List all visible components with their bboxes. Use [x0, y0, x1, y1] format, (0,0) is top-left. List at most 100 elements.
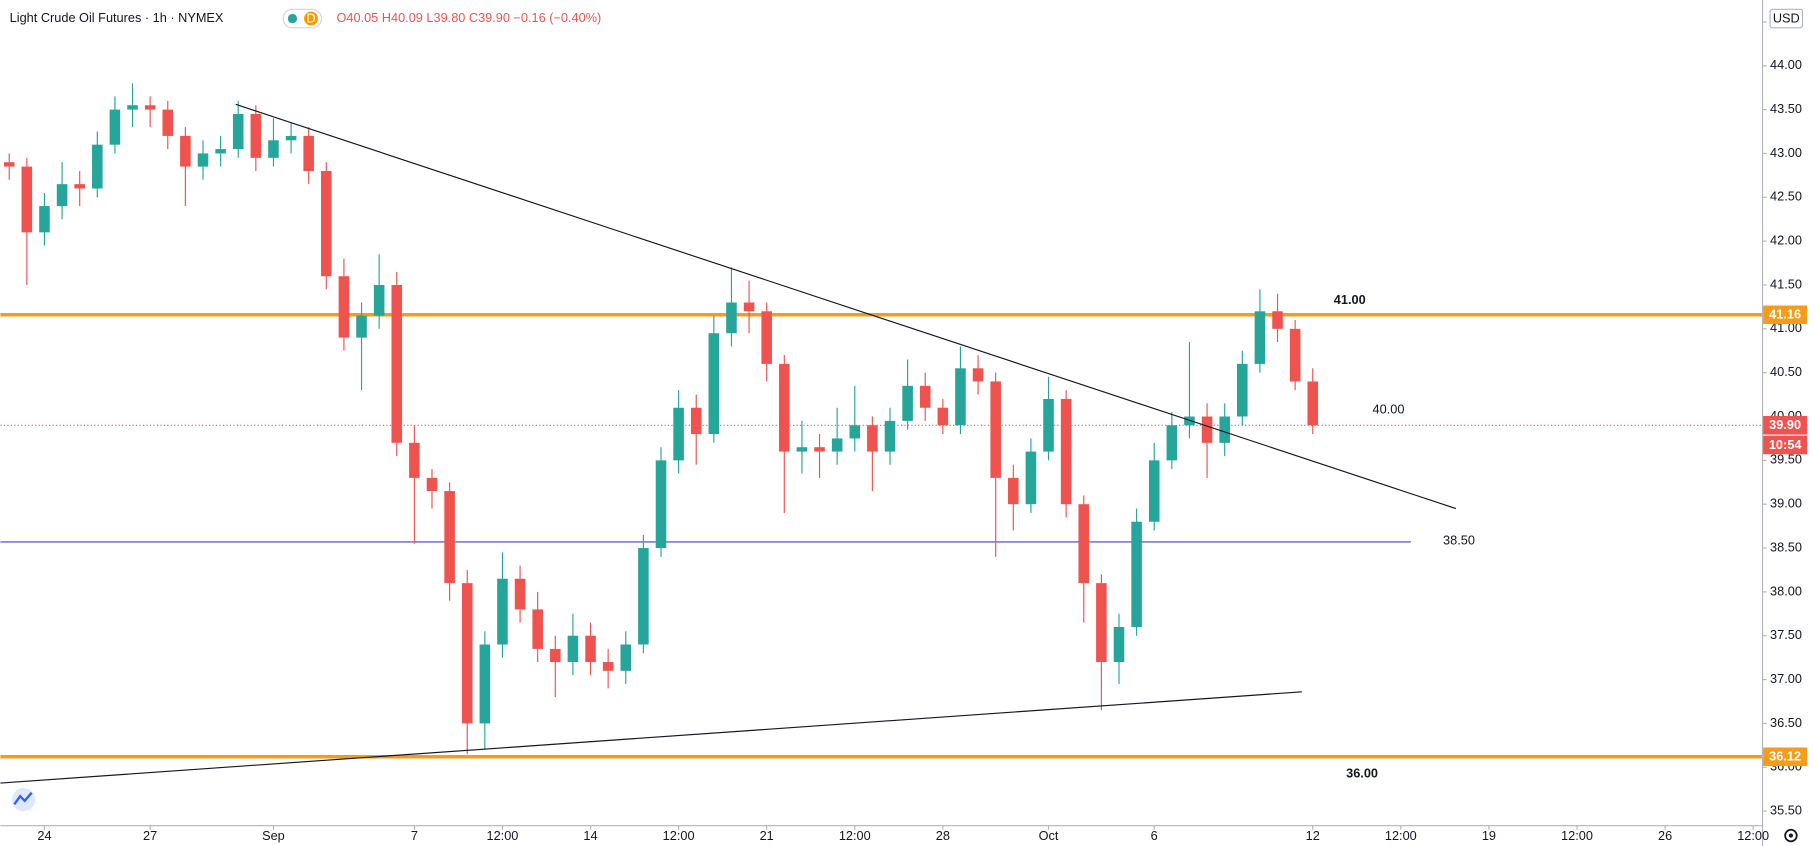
- candle-body: [761, 311, 772, 364]
- candle-body: [726, 302, 737, 334]
- price-tag: [1763, 305, 1808, 325]
- candle-body: [585, 635, 596, 663]
- annotation: 36.00: [1346, 766, 1378, 781]
- candle-body: [21, 166, 33, 233]
- candle-body: [990, 381, 1001, 478]
- price-tag-label: 39.90: [1769, 417, 1801, 432]
- candle-body: [461, 583, 473, 724]
- trendline: [0, 691, 1302, 784]
- y-tick-label: 35.50: [1770, 802, 1802, 817]
- candle-body: [884, 420, 896, 452]
- y-tick-label: 39.00: [1770, 496, 1802, 511]
- candle-body: [743, 302, 755, 312]
- candle-body: [56, 184, 68, 207]
- y-tick-label: 43.50: [1770, 101, 1802, 116]
- currency-box: [1769, 8, 1804, 29]
- candle-body: [479, 644, 491, 724]
- candle-body: [902, 385, 913, 421]
- candle-body: [232, 113, 244, 150]
- annotation: 41.00: [1334, 292, 1366, 307]
- candle-body: [109, 109, 121, 145]
- candle-body: [532, 609, 543, 649]
- candle-body: [1201, 416, 1213, 443]
- x-tick-label: 26: [1658, 828, 1672, 843]
- candle-body: [708, 333, 720, 435]
- candle-body: [127, 105, 138, 110]
- settings-icon[interactable]: [1784, 828, 1798, 843]
- candle-body: [937, 407, 949, 426]
- candle-body: [1025, 451, 1037, 505]
- candle-body: [268, 140, 279, 158]
- x-tick-label: 19: [1482, 828, 1496, 843]
- y-tick-label: 37.00: [1770, 671, 1802, 686]
- candle-body: [373, 284, 385, 316]
- candle-body: [779, 363, 790, 452]
- candle-body: [321, 170, 332, 277]
- candle-body: [338, 276, 350, 338]
- candle-body: [1096, 583, 1107, 663]
- candle-body: [1060, 398, 1072, 505]
- candle-body: [215, 149, 226, 154]
- axes: 35.50 36.00 36.50 37.00 37.50 38.00 38.50 39.00…: [37, 13, 1808, 843]
- x-tick-label: 12:00: [1385, 828, 1417, 843]
- candle-body: [690, 407, 702, 435]
- y-tick-label: 42.50: [1770, 189, 1802, 204]
- candle-body: [497, 578, 508, 645]
- candle-body: [1166, 425, 1178, 461]
- y-tick-label: 43.00: [1770, 145, 1802, 160]
- y-tick-label: 39.50: [1770, 452, 1802, 467]
- price-tag: [1763, 416, 1808, 435]
- x-tick-label: 27: [143, 828, 157, 843]
- candle-body: [972, 368, 984, 382]
- annotation: 40.00: [1373, 402, 1405, 417]
- candle-body: [1289, 328, 1301, 382]
- x-tick-label: 12:00: [1737, 828, 1769, 843]
- candle-body: [550, 648, 561, 663]
- y-tick-label: 41.50: [1770, 276, 1802, 291]
- candle-body: [391, 284, 403, 443]
- interval-badge: D: [306, 10, 315, 25]
- plot-area: 41.00 40.00 38.50 36.00: [0, 83, 1762, 784]
- candle-body: [1113, 626, 1125, 663]
- candle-body: [1219, 416, 1230, 443]
- candle-body: [303, 135, 314, 171]
- annotation: 38.50: [1443, 532, 1475, 547]
- y-tick-label: 40.50: [1770, 364, 1802, 379]
- candle-body: [849, 425, 861, 439]
- candle-body: [74, 184, 85, 189]
- x-tick-label: Sep: [262, 828, 285, 843]
- chart-title: Light Crude Oil Futures · 1h · NYMEX: [10, 10, 224, 25]
- logo-mark: [13, 791, 33, 805]
- candle-body: [602, 662, 614, 671]
- gear-center: [1788, 833, 1794, 838]
- candle-body: [92, 144, 103, 189]
- candle-body: [638, 548, 649, 645]
- candle-body: [426, 477, 438, 492]
- candle-body: [285, 135, 297, 141]
- price-tag: [1763, 747, 1808, 767]
- currency: USD: [1773, 10, 1800, 25]
- gear[interactable]: [1784, 828, 1798, 843]
- x-tick-label: 6: [1151, 828, 1158, 843]
- price-tag-label: 36.12: [1769, 749, 1801, 764]
- candle-body: [180, 135, 191, 167]
- candle-body: [1237, 363, 1248, 417]
- candle-body: [1148, 460, 1160, 522]
- candle-body: [620, 644, 632, 671]
- x-tick-label: 12: [1306, 828, 1320, 843]
- x-tick-label: 28: [936, 828, 950, 843]
- candle-body: [356, 315, 367, 338]
- candle-body: [250, 113, 262, 158]
- candle-body: [1078, 504, 1090, 584]
- x-tick-label: 24: [37, 828, 51, 843]
- x-tick-label: 7: [411, 828, 418, 843]
- status-pill: [282, 8, 323, 29]
- x-tick-label: 12:00: [663, 828, 695, 843]
- candle-body: [444, 491, 455, 584]
- badge-circle: [304, 11, 318, 26]
- candle-body: [1272, 311, 1283, 329]
- candle-body: [1307, 381, 1319, 426]
